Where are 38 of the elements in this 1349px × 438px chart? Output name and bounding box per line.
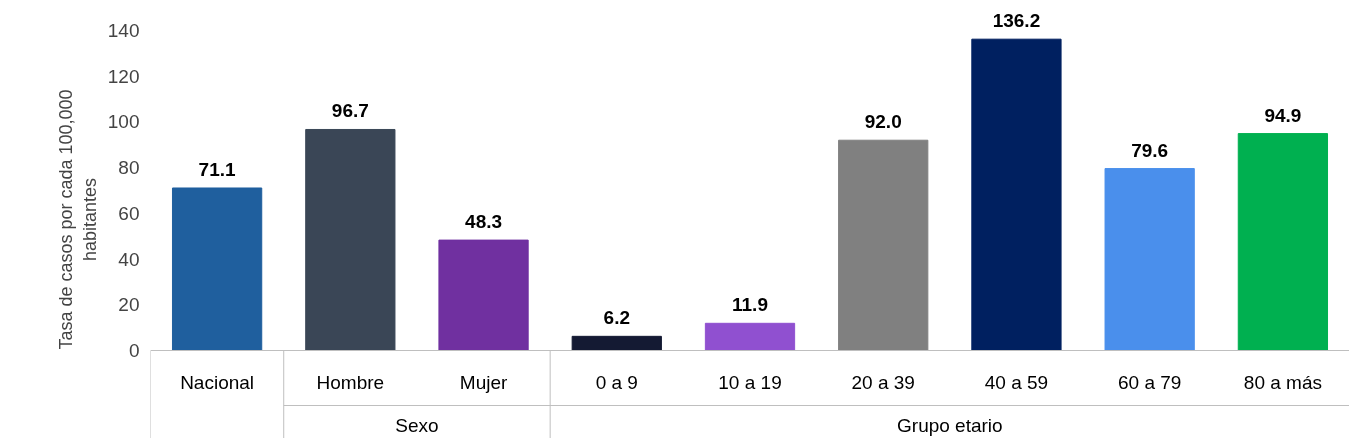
y-tick-label: 60 — [118, 202, 140, 224]
bar — [1104, 168, 1195, 351]
x-tick-label: 80 a más — [1243, 372, 1322, 393]
data-label: 96.7 — [331, 100, 369, 122]
text: Sexo — [395, 415, 439, 436]
text: Grupo etario — [897, 415, 1003, 436]
y-axis-title: Tasa de casos por cada 100,000 habitantes — [55, 89, 100, 350]
bar — [704, 322, 796, 351]
x-tick-label: Nacional — [180, 372, 255, 393]
y-tick-label: 140 — [107, 20, 140, 41]
x-tick-label: 10 a 19 — [718, 372, 782, 393]
data-label: 79.6 — [1131, 139, 1169, 161]
data-label: 92.0 — [864, 111, 902, 133]
data-label: 48.3 — [465, 211, 503, 233]
y-tick-label: 80 — [118, 157, 140, 179]
y-tick-label: 40 — [118, 248, 140, 270]
bar — [171, 187, 263, 351]
data-label: 6.2 — [603, 307, 630, 329]
x-tick-label: 60 a 79 — [1117, 372, 1182, 393]
bar — [438, 239, 529, 351]
bar — [971, 38, 1062, 351]
x-tick-label: 0 a 9 — [595, 372, 638, 393]
y-tick-label: 100 — [107, 111, 140, 133]
y-tick-label: 120 — [107, 65, 140, 87]
bar — [1237, 133, 1329, 351]
bar — [838, 139, 929, 351]
y-tick-label: 20 — [118, 294, 140, 316]
y-tick-label: 0 — [128, 340, 140, 361]
data-label: 71.1 — [198, 158, 237, 180]
data-label: 94.9 — [1264, 104, 1302, 126]
bar — [571, 335, 662, 351]
x-tick-label: 20 a 39 — [851, 372, 915, 393]
bar — [305, 128, 396, 351]
x-tick-label: Mujer — [459, 372, 508, 393]
x-tick-label: Hombre — [316, 372, 385, 393]
data-label: 136.2 — [992, 10, 1041, 32]
x-tick-label: 40 a 59 — [984, 372, 1049, 393]
data-label: 11.9 — [732, 294, 768, 316]
